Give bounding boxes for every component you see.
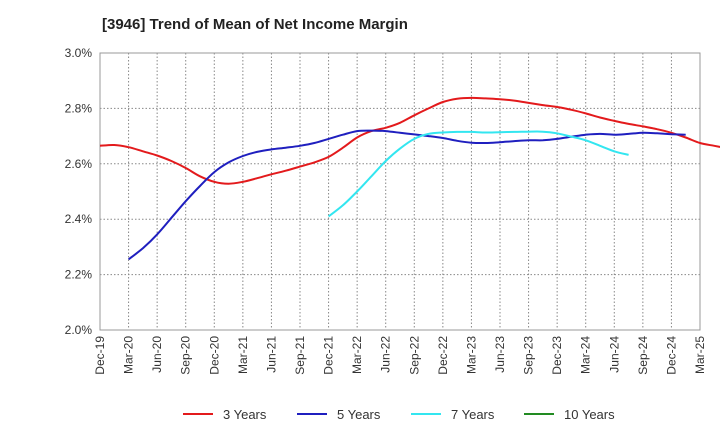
y-axis: 2.0% 2.2% 2.4% 2.6% 2.8% 3.0% xyxy=(65,46,93,337)
y-tick-label: 2.0% xyxy=(65,323,93,337)
grid xyxy=(99,52,701,331)
y-tick-label: 2.6% xyxy=(65,157,93,171)
x-tick-label: Jun-22 xyxy=(379,336,393,373)
x-tick-label: Sep-20 xyxy=(179,336,193,375)
series-line-3-years xyxy=(99,96,720,185)
legend-label: 10 Years xyxy=(564,407,615,422)
x-axis: Dec-19 Mar-20 Jun-20 Sep-20 Dec-20 Mar-21 Jun-… xyxy=(93,336,707,375)
series-line-7-years xyxy=(328,130,629,218)
x-tick-label: Mar-25 xyxy=(693,336,707,374)
x-tick-label: Mar-22 xyxy=(350,336,364,374)
x-tick-label: Mar-24 xyxy=(579,336,593,374)
legend-label: 5 Years xyxy=(337,407,381,422)
x-tick-label: Mar-20 xyxy=(122,336,136,374)
x-tick-label: Jun-23 xyxy=(493,336,507,373)
y-tick-label: 3.0% xyxy=(65,46,93,60)
x-tick-label: Sep-21 xyxy=(293,336,307,375)
x-tick-label: Sep-24 xyxy=(636,336,650,375)
plot-area-border xyxy=(99,52,701,331)
y-tick-label: 2.4% xyxy=(65,212,93,226)
x-tick-label: Dec-19 xyxy=(93,336,107,375)
y-tick-label: 2.8% xyxy=(65,101,93,115)
x-tick-label: Jun-20 xyxy=(150,336,164,373)
x-tick-label: Mar-21 xyxy=(236,336,250,374)
x-tick-label: Sep-23 xyxy=(522,336,536,375)
series-line-5-years xyxy=(127,129,686,261)
x-tick-label: Jun-24 xyxy=(607,336,621,373)
legend-label: 3 Years xyxy=(223,407,267,422)
x-tick-label: Jun-21 xyxy=(264,336,278,373)
x-tick-label: Dec-22 xyxy=(436,336,450,375)
x-tick-label: Dec-24 xyxy=(664,336,678,375)
y-tick-label: 2.2% xyxy=(65,268,93,282)
x-tick-label: Dec-20 xyxy=(207,336,221,375)
series-lines xyxy=(99,96,720,261)
legend: 3 Years 5 Years 7 Years 10 Years xyxy=(183,407,615,422)
legend-label: 7 Years xyxy=(451,407,495,422)
chart-title: [3946] Trend of Mean of Net Income Margi… xyxy=(102,16,408,33)
x-tick-label: Dec-21 xyxy=(322,336,336,375)
x-tick-label: Mar-23 xyxy=(464,336,478,374)
x-tick-label: Dec-23 xyxy=(550,336,564,375)
x-tick-label: Sep-22 xyxy=(407,336,421,375)
